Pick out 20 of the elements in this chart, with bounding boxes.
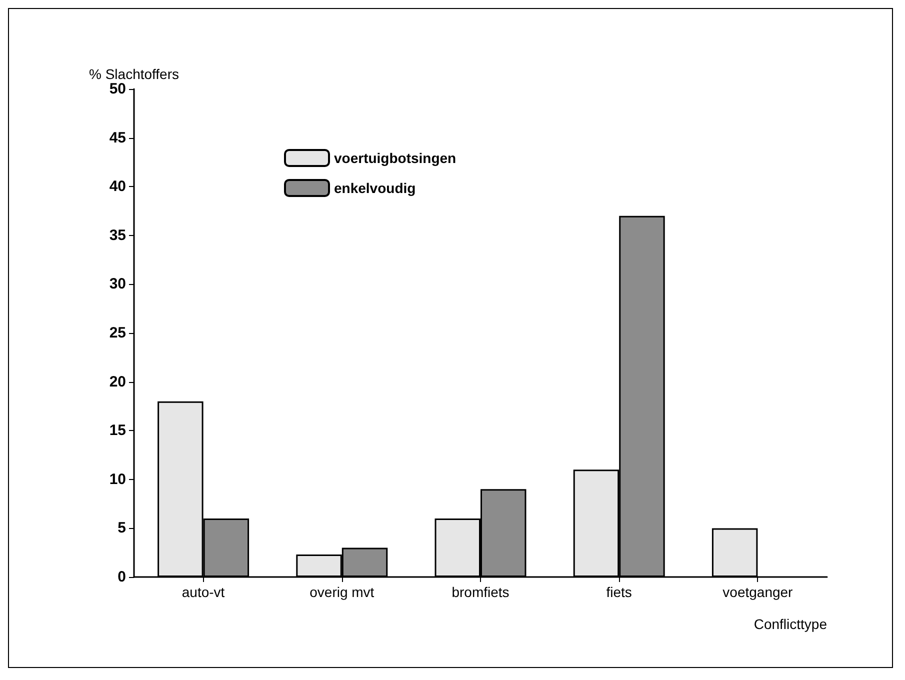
legend-label: voertuigbotsingen [334, 150, 456, 166]
x-tick-label: auto-vt [182, 584, 225, 600]
x-tick-label: overig mvt [310, 584, 374, 600]
y-tick-label: 30 [109, 276, 126, 293]
x-axis-title: Conflicttype [754, 616, 828, 632]
y-tick-label: 35 [109, 226, 126, 244]
y-tick-label: 25 [109, 324, 126, 342]
y-tick-label: 15 [109, 422, 126, 440]
y-tick-label: 20 [109, 373, 126, 390]
y-tick-label: 50 [109, 80, 126, 98]
y-tick-label: 10 [109, 470, 126, 488]
x-tick-label: fiets [606, 584, 632, 600]
x-tick-label: voetganger [722, 584, 794, 600]
y-axis-title: % Slachtoffers [88, 66, 180, 82]
y-tick-label: 0 [118, 568, 126, 586]
y-tick-label: 40 [109, 178, 126, 196]
y-tick-label: 45 [109, 129, 126, 146]
x-tick-label: bromfiets [452, 584, 510, 600]
y-tick-label: 5 [118, 520, 126, 537]
legend-label: enkelvoudig [334, 180, 416, 196]
